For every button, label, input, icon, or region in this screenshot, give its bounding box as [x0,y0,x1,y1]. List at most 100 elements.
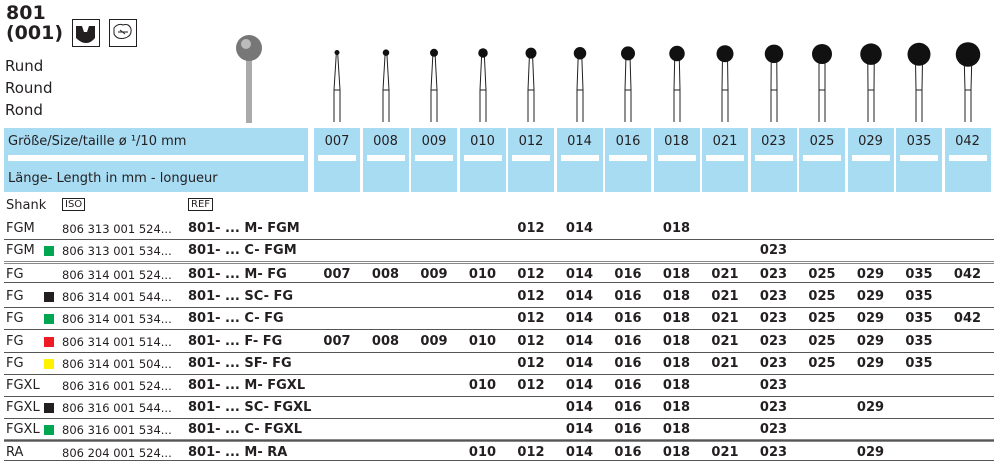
size-cell: 014 [565,311,594,326]
size-cell: 035 [905,289,933,304]
divider [463,155,502,161]
grit-yellow-marker [44,359,54,369]
crown-prep-icon [72,19,100,47]
size-column-042: 042 [944,128,991,192]
grit-green-marker [44,425,54,435]
size-column-029: 029 [847,128,894,192]
shank-label: Shank [6,198,47,213]
size-cell: 018 [662,289,691,304]
table-row: FG 806 314 001 504... 801- ... SF- FG 012 01… [4,353,994,375]
size-cell: 014 [565,445,594,460]
shank: FGM [6,221,35,236]
size-cell: 014 [565,400,594,415]
size-cell: 025 [808,334,836,349]
size-cell: 018 [662,356,691,371]
table-row: FG 806 314 001 544... 801- ... SC- FG 012 01… [4,286,994,308]
table-row: RA 806 204 001 524... 801- ... M- RA 010 012… [4,439,994,461]
size-cell: 021 [711,289,739,304]
burr-drawing-018 [654,40,700,124]
size-cell: 012 [517,311,545,326]
size-cell: 018 [662,221,691,236]
size-column-025: 025 [799,128,845,192]
size-cell: 035 [905,356,933,371]
size-column-021: 021 [702,128,748,192]
size-label: 042 [955,134,980,149]
burr-drawing-008 [363,40,409,124]
size-cell: 014 [565,378,594,393]
size-cell: 010 [468,267,497,282]
ref-number: 801- ... M- RA [188,445,288,460]
size-cell: 014 [565,422,594,437]
table-row: FGXL 806 316 001 544... 801- ... SC- FGXL 0… [4,397,994,419]
size-cell: 014 [565,267,594,282]
size-cell: 016 [614,378,642,393]
size-label: 029 [858,134,883,149]
burr-drawing-025 [799,40,845,124]
iso-number: 806 314 001 504... [62,357,172,371]
size-cell: 021 [711,334,739,349]
shank: FG [6,289,24,304]
size-cell: 025 [808,289,836,304]
size-column-007: 007 [314,128,360,192]
iso-number: 806 314 001 514... [62,335,172,349]
divider [560,155,599,161]
size-cell: 023 [759,356,788,371]
size-cell: 018 [662,400,691,415]
shank: RA [6,445,24,460]
size-label: Größe/Size/taille ø ¹/10 mm [8,134,187,149]
table-row: FGM 806 313 001 524... 801- ... M- FGM 012 0… [4,218,994,240]
size-cell: 029 [856,289,885,304]
size-cell: 016 [614,289,642,304]
size-cell: 042 [953,267,982,282]
grit-red-marker [44,337,54,347]
iso-number: 806 316 001 534... [62,423,172,437]
size-cell: 018 [662,422,691,437]
product-photo [222,28,282,123]
shank: FGXL [6,400,40,415]
size-cell: 012 [517,267,545,282]
size-cell: 025 [808,267,836,282]
shank: FG [6,267,24,282]
size-cell: 009 [420,267,448,282]
ref-number: 801- ... C- FGXL [188,422,303,437]
name-fr: Rond [5,101,43,119]
size-cell: 029 [856,400,885,415]
size-cell: 023 [759,289,788,304]
size-cell: 014 [565,289,594,304]
size-label: 018 [664,134,689,149]
size-cell: 009 [420,334,448,349]
ref-number: 801- ... C- FG [188,311,284,326]
size-cell: 014 [565,221,594,236]
size-cell: 029 [856,334,885,349]
size-cell: 018 [662,267,691,282]
size-cell: 035 [905,311,933,326]
product-code: 801 (001) [6,2,64,44]
burr-drawing-012 [508,40,554,124]
burr-drawing-035 [896,40,942,124]
size-cell: 021 [711,356,739,371]
divider [366,155,405,161]
size-cell: 018 [662,311,691,326]
iso-number: 806 314 001 534... [62,312,172,326]
divider [706,155,744,161]
divider [609,155,647,161]
iso-number: 806 313 001 534... [62,244,172,258]
size-column-008: 008 [362,128,409,192]
size-label: 014 [567,134,592,149]
size-label: 035 [906,134,932,149]
ref-number: 801- ... SF- FG [188,356,292,371]
iso-label: ISO [62,198,86,211]
ref-number: 801- ... F- FG [188,334,283,349]
size-column-014: 014 [556,128,603,192]
size-cell: 016 [614,356,642,371]
size-cell: 029 [856,267,885,282]
table-row: FG 806 314 001 524... 801- ... M- FG 007 008… [4,261,994,283]
divider [512,155,550,161]
size-cell: 010 [468,445,497,460]
iso-number: 806 314 001 544... [62,290,172,304]
burr-drawing-029 [848,40,894,124]
size-cell: 012 [517,356,545,371]
iso-number: 806 313 001 524... [62,222,172,236]
burr-drawing-009 [411,40,457,124]
divider [318,155,356,161]
